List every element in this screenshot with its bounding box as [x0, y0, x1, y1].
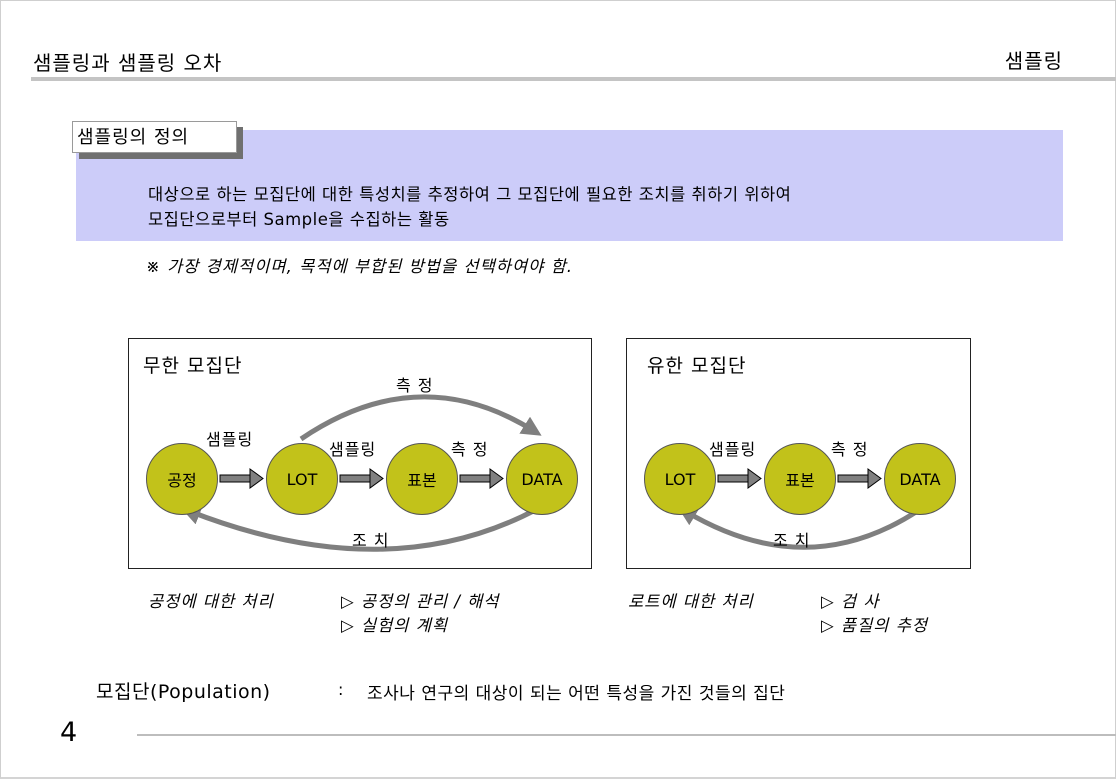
- straight-arrow-1: [219, 468, 264, 489]
- node-process: 공정: [146, 443, 218, 515]
- straight-arrow-3: [459, 468, 504, 489]
- population-definition: 조사나 연구의 대상이 되는 어떤 특성을 가진 것들의 집단: [367, 684, 786, 704]
- node-lot: LOT: [266, 443, 338, 515]
- infinite-caption-label: 공정에 대한 처리: [148, 592, 274, 611]
- finite-action-curve-arrow: [677, 506, 921, 550]
- measure-curve-arrow: [299, 394, 542, 442]
- node-sample: 표본: [386, 443, 458, 515]
- finite-caption-item-2: ▷ 품질의 추정: [821, 616, 929, 635]
- label-sampling-1: 샘플링: [206, 430, 254, 449]
- definition-line-2: 모집단으로부터 Sample을 수집하는 활동: [148, 210, 450, 229]
- footer-rule: [137, 734, 1116, 736]
- label-action: 조 치: [352, 531, 390, 550]
- finite-label-sampling: 샘플링: [709, 440, 757, 459]
- finite-label-measure: 측 정: [831, 440, 869, 459]
- page-title: 샘플링과 샘플링 오차: [33, 51, 223, 75]
- label-measure: 측 정: [451, 440, 489, 459]
- finite-straight-arrow-2: [837, 468, 882, 489]
- finite-node-lot: LOT: [644, 443, 716, 515]
- finite-population-panel: 유한 모집단 LOT 표본 DATA 샘플링 측 정 조 치: [626, 338, 971, 569]
- definition-tab-label: 샘플링의 정의: [77, 127, 190, 148]
- page-number: 4: [60, 717, 78, 748]
- label-measure-curve: 측 정: [396, 376, 434, 395]
- finite-node-sample: 표본: [764, 443, 836, 515]
- finite-straight-arrow-1: [717, 468, 762, 489]
- definition-note: ※ 가장 경제적이며, 목적에 부합된 방법을 선택하여야 함.: [146, 257, 573, 276]
- definition-line-1: 대상으로 하는 모집단에 대한 특성치를 추정하여 그 모집단에 필요한 조치를…: [148, 185, 792, 204]
- infinite-caption-item-1: ▷ 공정의 관리 / 해석: [341, 592, 500, 611]
- definition-tab: [72, 121, 237, 153]
- finite-caption-item-1: ▷ 검 사: [821, 592, 880, 611]
- infinite-population-title: 무한 모집단: [143, 355, 243, 377]
- label-sampling-2: 샘플링: [329, 440, 377, 459]
- finite-flow-arrows: [677, 468, 921, 550]
- node-data: DATA: [506, 443, 578, 515]
- infinite-population-panel: 무한 모집단 공정 LOT 표본 DATA 샘플링 샘플링 측 정 측 정 조 …: [128, 338, 592, 569]
- straight-arrow-2: [339, 468, 384, 489]
- finite-label-action: 조 치: [773, 531, 811, 550]
- population-colon: :: [338, 680, 344, 699]
- finite-caption-label: 로트에 대한 처리: [628, 592, 754, 611]
- finite-node-data: DATA: [884, 443, 956, 515]
- section-label: 샘플링: [1004, 49, 1063, 73]
- population-term: 모집단(Population): [96, 681, 271, 703]
- infinite-flow-arrows: [180, 394, 542, 552]
- action-curve-arrow: [180, 505, 541, 552]
- infinite-caption-item-2: ▷ 실험의 계획: [341, 616, 449, 635]
- finite-population-title: 유한 모집단: [647, 355, 747, 377]
- header-rule: [31, 77, 1116, 81]
